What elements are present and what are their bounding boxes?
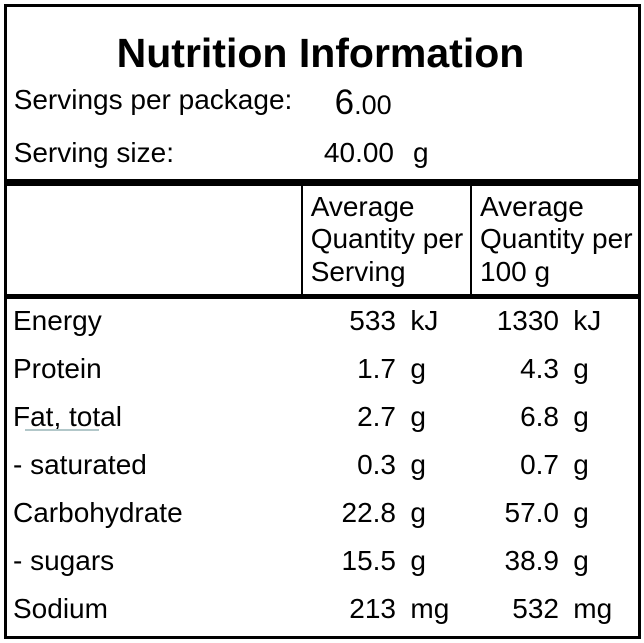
value-per-serving: 533 [349, 305, 396, 337]
unit-per-100g: g [573, 353, 589, 385]
value-per-serving: 22.8 [341, 497, 397, 529]
value-per-100g: 38.9 [504, 545, 560, 577]
serving-size-unit: g [413, 136, 429, 168]
fat-total-underline [25, 429, 99, 431]
table-row-saturated: - saturated 0.3 g 0.7 g [0, 443, 644, 491]
nutrient-name: - saturated [13, 449, 147, 481]
value-per-serving: 1.7 [357, 353, 396, 385]
nutrient-name: Carbohydrate [13, 497, 183, 529]
nutrition-panel-border [3, 4, 641, 639]
unit-per-serving: g [410, 545, 426, 577]
servings-value-int: 6 [334, 82, 355, 122]
header-per-serving: Average Quantity per Serving [310, 190, 464, 287]
unit-per-100g: g [573, 545, 589, 577]
unit-per-100g: g [573, 497, 589, 529]
nutrient-name: - sugars [13, 545, 115, 577]
unit-per-serving: kJ [410, 305, 439, 337]
nutrient-table: Energy 533 kJ 1330 kJ Protein 1.7 g 4.3 … [0, 299, 644, 635]
serving-size-label: Serving size: [13, 136, 174, 168]
header-divider-right [469, 186, 472, 295]
servings-per-package-value: 6.00 [0, 85, 392, 123]
table-row-fat-total: Fat, total 2.7 g 6.8 g [0, 395, 644, 443]
separator-thick-bottom [3, 294, 641, 300]
table-row-energy: Energy 533 kJ 1330 kJ [0, 299, 644, 347]
table-row-protein: Protein 1.7 g 4.3 g [0, 347, 644, 395]
servings-per-package-label: Servings per package: [13, 83, 293, 115]
value-per-serving: 2.7 [357, 401, 396, 433]
nutrient-name: Protein [13, 353, 102, 385]
value-per-serving: 213 [349, 593, 396, 625]
nutrient-name: Sodium [13, 593, 108, 625]
header-per-100g: Average Quantity per 100 g [480, 190, 633, 287]
table-row-sodium: Sodium 213 mg 532 mg [0, 587, 644, 635]
unit-per-serving: g [410, 401, 426, 433]
value-per-100g: 4.3 [520, 353, 559, 385]
panel-title: Nutrition Information [116, 29, 525, 76]
separator-thick-top [3, 178, 641, 187]
value-per-100g: 6.8 [520, 401, 559, 433]
value-per-100g: 532 [512, 593, 559, 625]
nutrient-name: Energy [13, 305, 102, 337]
value-per-100g: 0.7 [520, 449, 559, 481]
servings-value-frac: .00 [354, 89, 392, 120]
nutrient-name: Fat, total [13, 401, 122, 433]
unit-per-100g: mg [573, 593, 613, 625]
table-row-sugars: - sugars 15.5 g 38.9 g [0, 539, 644, 587]
unit-per-serving: g [410, 353, 426, 385]
unit-per-100g: g [573, 449, 589, 481]
serving-size-value: 40.00 [323, 136, 394, 168]
unit-per-100g: kJ [573, 305, 602, 337]
table-row-carbohydrate: Carbohydrate 22.8 g 57.0 g [0, 491, 644, 539]
value-per-serving: 15.5 [341, 545, 397, 577]
header-divider-left [300, 186, 303, 295]
value-per-serving: 0.3 [357, 449, 396, 481]
value-per-100g: 1330 [496, 305, 559, 337]
value-per-100g: 57.0 [504, 497, 560, 529]
unit-per-serving: mg [410, 593, 450, 625]
unit-per-serving: g [410, 449, 426, 481]
unit-per-100g: g [573, 401, 589, 433]
unit-per-serving: g [410, 497, 426, 529]
